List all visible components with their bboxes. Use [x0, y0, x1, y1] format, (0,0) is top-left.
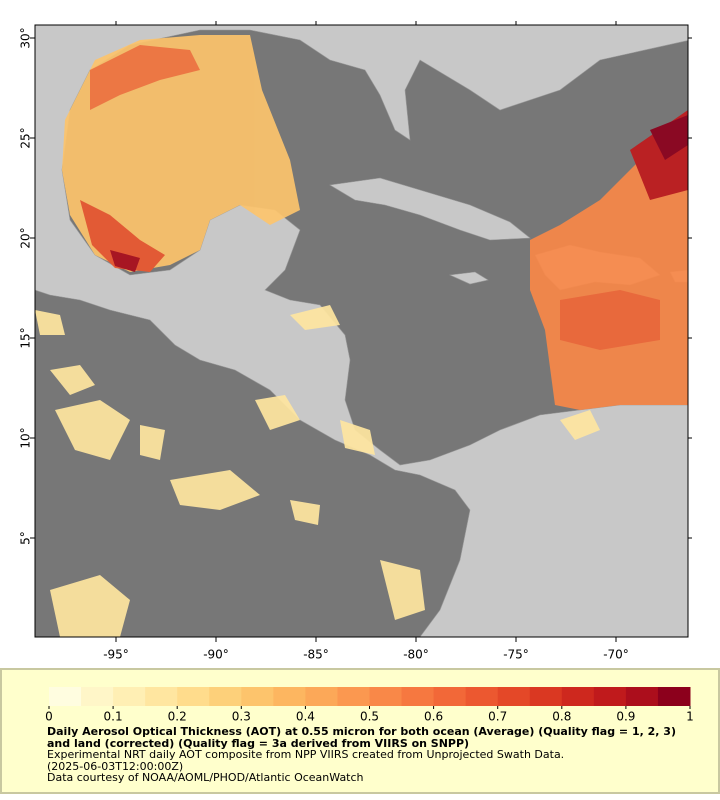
- colorbar-swatch: [625, 687, 659, 706]
- colorbar-swatch: [465, 687, 499, 706]
- y-tick-label: 5°: [19, 531, 33, 545]
- colorbar-swatch: [593, 687, 627, 706]
- colorbar-swatch: [529, 687, 563, 706]
- colorbar-swatch: [305, 687, 338, 706]
- caption: Daily Aerosol Optical Thickness (AOT) at…: [47, 726, 687, 784]
- colorbar-swatch: [49, 687, 82, 706]
- legend-panel: 0 0.1 0.2 0.3 0.4 0.5 0.6 0.7 0.8 0.9 1: [0, 668, 720, 794]
- colorbar-swatch: [209, 687, 242, 706]
- map-content: [35, 25, 688, 637]
- x-tick-label: -95°: [103, 648, 129, 662]
- colorbar-swatch: [561, 687, 595, 706]
- colorbar-tick-label: 0: [45, 710, 53, 724]
- colorbar-swatch: [81, 687, 114, 706]
- axes: -95° -90° -85° -80° -75° -70° 5° 10° 15° 20° 25° 30…: [19, 21, 692, 662]
- y-tick-label: 15°: [19, 327, 33, 348]
- colorbar-tick-label: 0.8: [552, 710, 571, 724]
- x-tick-label: -70°: [603, 648, 629, 662]
- colorbar-tick-label: 0.3: [232, 710, 251, 724]
- colorbar-tick-label: 0.9: [616, 710, 635, 724]
- colorbar-swatch: [369, 687, 403, 706]
- colorbar-swatch: [657, 687, 691, 706]
- caption-note: (2025-06-03T12:00:00Z): [47, 759, 184, 773]
- colorbar-tick-label: 0.4: [296, 710, 315, 724]
- colorbar-swatch: [497, 687, 531, 706]
- caption-note: Experimental NRT daily AOT composite fro…: [47, 748, 565, 761]
- colorbar-swatch: [273, 687, 306, 706]
- colorbar-tick-label: 0.7: [488, 710, 507, 724]
- y-tick-label: 10°: [19, 427, 33, 448]
- colorbar: 0 0.1 0.2 0.3 0.4 0.5 0.6 0.7 0.8 0.9 1: [45, 687, 694, 724]
- colorbar-tick-label: 1: [686, 710, 694, 724]
- aerosol-field: [35, 35, 688, 637]
- colorbar-tick-label: 0.5: [360, 710, 379, 724]
- caption-note: Data courtesy of NOAA/AOML/PHOD/Atlantic…: [47, 771, 364, 784]
- map-frame: [34, 24, 689, 638]
- colorbar-swatch: [177, 687, 210, 706]
- y-tick-label: 20°: [19, 227, 33, 248]
- colorbar-swatch: [401, 687, 435, 706]
- x-tick-label: -90°: [203, 648, 229, 662]
- colorbar-swatch: [337, 687, 370, 706]
- x-tick-label: -80°: [403, 648, 429, 662]
- colorbar-swatch: [145, 687, 178, 706]
- colorbar-tick-label: 0.2: [168, 710, 187, 724]
- caption-title: Daily Aerosol Optical Thickness (AOT) at…: [47, 725, 676, 750]
- colorbar-swatch: [433, 687, 467, 706]
- map-figure: -95° -90° -85° -80° -75° -70° 5° 10° 15° 20° 25° 30…: [19, 21, 692, 662]
- colorbar-swatch: [241, 687, 274, 706]
- x-tick-label: -85°: [303, 648, 329, 662]
- colorbar-tick-label: 0.1: [104, 710, 123, 724]
- x-tick-label: -75°: [503, 648, 529, 662]
- y-tick-label: 25°: [19, 127, 33, 148]
- y-tick-label: 30°: [19, 27, 33, 48]
- colorbar-swatch: [113, 687, 146, 706]
- colorbar-tick-label: 0.6: [424, 710, 443, 724]
